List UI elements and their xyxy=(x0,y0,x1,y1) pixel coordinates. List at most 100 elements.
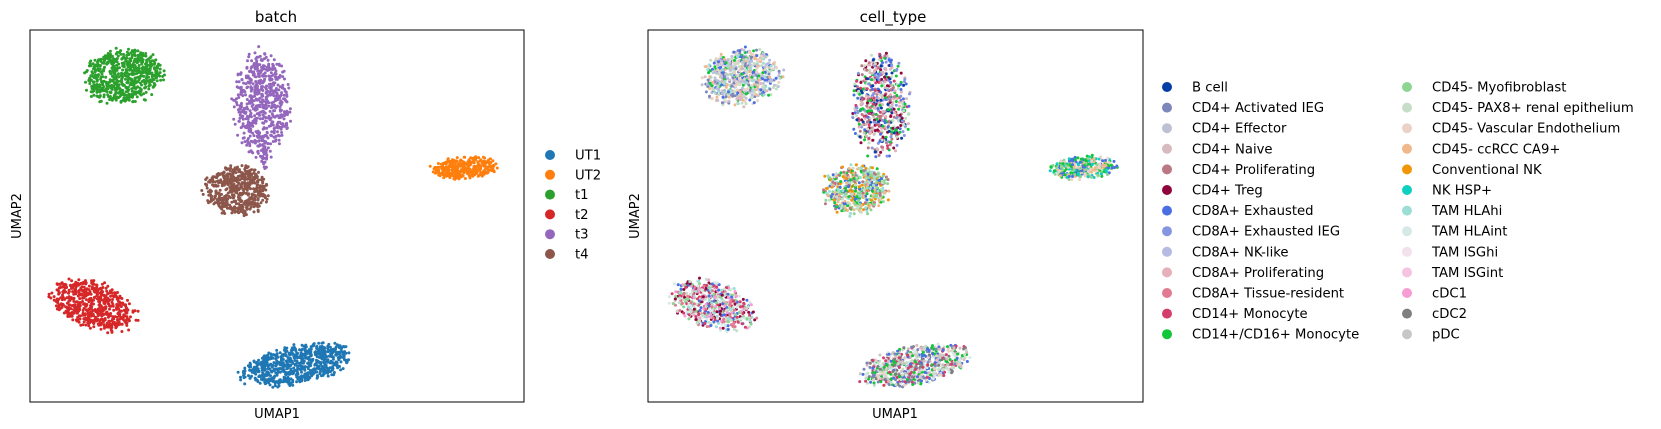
data-point xyxy=(270,112,274,116)
data-point xyxy=(126,85,130,89)
data-point xyxy=(284,372,287,376)
data-point xyxy=(730,84,734,88)
data-point xyxy=(256,208,260,212)
data-point xyxy=(295,380,299,384)
data-point xyxy=(336,350,340,354)
data-point xyxy=(283,346,287,350)
batch-x-axis-label: UMAP1 xyxy=(254,407,300,422)
data-point xyxy=(870,109,873,113)
data-point xyxy=(84,289,88,293)
data-point xyxy=(446,170,450,174)
data-point xyxy=(110,291,114,295)
data-point xyxy=(485,165,489,169)
data-point xyxy=(347,351,351,355)
data-point xyxy=(748,63,752,66)
data-point xyxy=(894,128,898,132)
data-point xyxy=(272,129,276,133)
data-point xyxy=(757,74,761,78)
data-point xyxy=(142,98,146,102)
data-point xyxy=(895,143,899,147)
data-point xyxy=(899,90,903,94)
data-point xyxy=(275,353,279,357)
data-point xyxy=(275,348,279,352)
data-point xyxy=(244,171,248,175)
data-point xyxy=(62,288,66,292)
data-point xyxy=(444,173,448,177)
data-point xyxy=(736,61,740,65)
data-point xyxy=(263,195,267,199)
data-point xyxy=(275,371,279,375)
data-point xyxy=(243,140,247,144)
data-point xyxy=(724,99,728,103)
data-point xyxy=(114,326,118,330)
data-point xyxy=(730,72,734,76)
data-point xyxy=(224,205,228,209)
data-point xyxy=(866,115,870,119)
data-point xyxy=(873,62,877,66)
data-point xyxy=(257,81,261,85)
data-point xyxy=(292,343,296,347)
legend-label: t1 xyxy=(575,188,589,203)
data-point xyxy=(282,378,286,382)
data-point xyxy=(261,113,265,117)
data-point xyxy=(274,72,278,76)
data-point xyxy=(236,195,240,199)
data-point xyxy=(295,375,299,379)
data-point xyxy=(96,95,100,98)
legend-label: t3 xyxy=(575,228,589,243)
data-point xyxy=(99,59,103,63)
data-point xyxy=(252,365,256,369)
data-point xyxy=(211,198,215,202)
data-point xyxy=(276,368,280,372)
data-point xyxy=(144,52,148,55)
data-point xyxy=(114,323,118,326)
data-point xyxy=(261,105,265,109)
data-point xyxy=(761,81,765,85)
data-point xyxy=(309,353,313,357)
data-point xyxy=(117,307,121,311)
data-point xyxy=(321,341,325,345)
data-point xyxy=(110,288,114,292)
data-point xyxy=(863,138,866,142)
data-point xyxy=(250,195,254,199)
data-point xyxy=(261,135,265,139)
data-point xyxy=(749,95,753,99)
data-point xyxy=(448,176,452,180)
data-point xyxy=(876,128,879,132)
data-point xyxy=(867,123,871,127)
data-point xyxy=(476,160,480,164)
data-point xyxy=(755,48,758,52)
data-point xyxy=(879,106,883,110)
data-point xyxy=(89,296,93,300)
data-point xyxy=(217,196,221,200)
data-point xyxy=(89,74,93,78)
data-point xyxy=(436,162,440,165)
data-point xyxy=(85,298,88,302)
data-point xyxy=(230,97,234,101)
data-point xyxy=(856,111,860,114)
data-point xyxy=(254,104,258,108)
data-point xyxy=(257,375,261,379)
data-point xyxy=(768,75,772,79)
data-point xyxy=(115,297,119,301)
data-point xyxy=(128,61,131,65)
data-point xyxy=(318,370,322,374)
data-point xyxy=(891,126,895,130)
data-point xyxy=(900,101,904,105)
data-point xyxy=(274,89,278,92)
data-point xyxy=(871,84,875,88)
data-point xyxy=(302,344,306,348)
data-point xyxy=(98,309,102,313)
data-point xyxy=(857,125,861,129)
data-point xyxy=(269,374,272,378)
data-point xyxy=(262,57,266,61)
data-point xyxy=(131,100,135,104)
data-point xyxy=(855,118,859,122)
data-point xyxy=(268,77,272,81)
data-point xyxy=(252,210,256,214)
data-point xyxy=(140,83,143,87)
data-point xyxy=(330,373,334,377)
data-point xyxy=(91,62,95,66)
data-point xyxy=(865,127,869,131)
data-point xyxy=(852,212,856,216)
